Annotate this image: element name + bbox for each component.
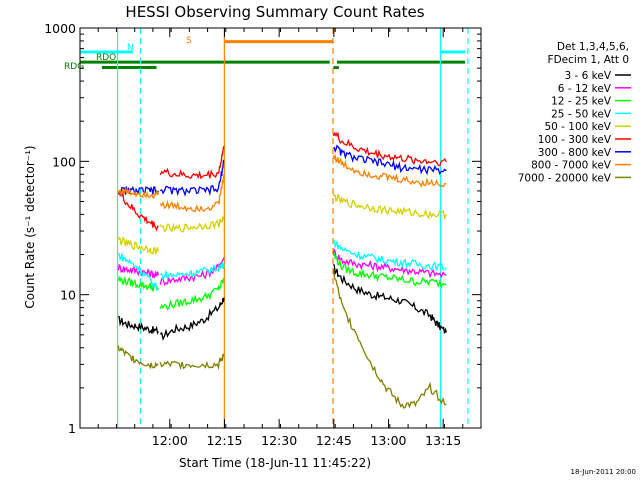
- series-line: [118, 253, 159, 292]
- series-line: [159, 277, 225, 311]
- series-line: [332, 131, 447, 167]
- legend-label: 100 - 300 keV: [538, 134, 612, 146]
- legend-label: 300 - 800 keV: [538, 147, 612, 159]
- series-line: [159, 261, 225, 282]
- y-tick-label: 100: [52, 154, 76, 169]
- series-line: [332, 153, 447, 188]
- series-line: [332, 247, 447, 279]
- flag-label-s: S: [186, 36, 192, 46]
- series-line: [117, 345, 159, 370]
- x-axis-ticks: 12:00 12:15 12:30 12:45 13:00 13:15: [97, 28, 464, 448]
- series-line: [118, 315, 159, 335]
- series-line: [159, 216, 225, 233]
- flag-bars: S N RDO RDG: [64, 36, 465, 72]
- legend-label: 3 - 6 keV: [564, 70, 611, 82]
- legend: Det 1,3,4,5,6, FDecim 1, Att 0 3 - 6 keV…: [518, 41, 631, 184]
- legend-label: 12 - 25 keV: [551, 96, 612, 108]
- legend-header-line-2: FDecim 1, Att 0: [548, 54, 629, 66]
- series-line: [117, 275, 159, 292]
- x-tick-label: 12:30: [261, 433, 297, 448]
- series-line: [117, 185, 160, 197]
- flag-label-n: N: [127, 43, 134, 53]
- series-line: [333, 144, 447, 176]
- series-line: [159, 159, 225, 197]
- series-line: [332, 263, 448, 334]
- series-line: [117, 190, 159, 232]
- series-line: [333, 240, 447, 272]
- x-axis-label: Start Time (18-Jun-11 11:45:22): [179, 456, 371, 470]
- legend-label: 6 - 12 keV: [558, 83, 612, 95]
- x-tick-label: 12:00: [152, 433, 188, 448]
- chart-title: HESSI Observing Summary Count Rates: [125, 3, 424, 21]
- series-line: [117, 236, 160, 255]
- series-line: [159, 257, 225, 286]
- flag-label-rdo: RDO: [96, 53, 116, 63]
- y-axis-ticks: 1 10 100 1000: [44, 21, 481, 436]
- time-markers: [116, 28, 469, 428]
- series-line: [117, 185, 160, 199]
- series-line: [332, 252, 447, 289]
- legend-label: 800 - 7000 keV: [531, 160, 612, 172]
- y-tick-label: 1: [68, 421, 76, 436]
- series-line: [159, 297, 225, 342]
- y-axis-label: Count Rate (s⁻¹ detector⁻¹): [23, 145, 37, 308]
- series-line: [332, 193, 447, 221]
- series-line: [159, 145, 225, 180]
- legend-label: 50 - 100 keV: [544, 121, 611, 133]
- series-line: [117, 263, 160, 280]
- footer-timestamp: 18-Jun-2011 20:00: [571, 468, 637, 476]
- x-tick-label: 13:15: [425, 433, 461, 448]
- series-lines: [117, 131, 448, 409]
- x-tick-label: 12:15: [206, 433, 242, 448]
- legend-label: 7000 - 20000 keV: [518, 172, 612, 184]
- y-tick-label: 1000: [44, 21, 76, 36]
- x-tick-label: 13:00: [370, 433, 406, 448]
- flag-label-rdg: RDG: [64, 62, 84, 72]
- series-line: [332, 268, 447, 409]
- legend-header-line-1: Det 1,3,4,5,6,: [557, 41, 629, 53]
- y-tick-label: 10: [60, 288, 76, 303]
- series-line: [159, 353, 225, 371]
- x-tick-label: 12:45: [316, 433, 352, 448]
- series-line: [159, 174, 225, 213]
- legend-label: 25 - 50 keV: [551, 108, 612, 120]
